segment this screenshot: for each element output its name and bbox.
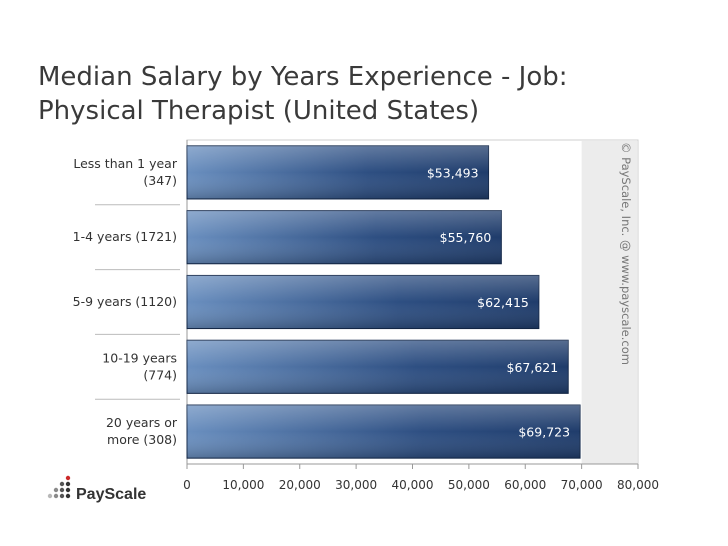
payscale-logo-text: PayScale bbox=[76, 486, 146, 503]
bar-shade bbox=[187, 405, 581, 459]
category-label: 1-4 years (1721) bbox=[73, 229, 177, 244]
bar-value-label: $55,760 bbox=[440, 230, 492, 245]
logo-dot bbox=[59, 481, 65, 487]
logo-dot bbox=[59, 493, 65, 499]
copyright-watermark: © PayScale, Inc. @ www.payscale.com bbox=[619, 142, 633, 365]
bar-shade bbox=[187, 210, 502, 264]
logo-dot bbox=[53, 487, 59, 493]
logo-dot bbox=[65, 481, 71, 487]
x-tick-label: 20,000 bbox=[279, 478, 321, 492]
logo-dot bbox=[59, 487, 65, 493]
payscale-logo-icon bbox=[47, 475, 71, 499]
logo-dot bbox=[53, 493, 59, 499]
chart-title-line-1: Median Salary by Years Experience - Job: bbox=[38, 62, 568, 92]
shaded-band bbox=[581, 141, 637, 464]
x-tick-label: 60,000 bbox=[504, 478, 546, 492]
x-tick-label: 0 bbox=[183, 478, 191, 492]
category-label: Less than 1 year bbox=[73, 156, 177, 171]
bar-value-label: $67,621 bbox=[507, 360, 559, 375]
x-tick-label: 40,000 bbox=[392, 478, 434, 492]
bar-shade bbox=[187, 340, 569, 394]
bar-shade bbox=[187, 275, 539, 329]
category-label: more (308) bbox=[107, 432, 177, 447]
chart-title-line-2: Physical Therapist (United States) bbox=[38, 96, 480, 126]
bar-value-label: $53,493 bbox=[427, 165, 479, 180]
bar-value-label: $62,415 bbox=[477, 295, 529, 310]
x-tick-label: 80,000 bbox=[617, 478, 659, 492]
category-label: (774) bbox=[143, 367, 177, 382]
category-label: 10-19 years bbox=[102, 350, 177, 365]
logo-dot bbox=[65, 487, 71, 493]
category-label: (347) bbox=[143, 173, 177, 188]
payscale-logo: PayScale bbox=[47, 475, 146, 503]
logo-dot bbox=[65, 493, 71, 499]
category-label: 20 years or bbox=[106, 415, 178, 430]
logo-dot bbox=[47, 493, 53, 499]
x-tick-label: 10,000 bbox=[222, 478, 264, 492]
bar-value-label: $69,723 bbox=[518, 425, 570, 440]
logo-dot bbox=[65, 475, 71, 481]
bar-shade bbox=[187, 145, 489, 199]
x-tick-label: 50,000 bbox=[448, 478, 490, 492]
category-label: 5-9 years (1120) bbox=[73, 294, 177, 309]
chart-title: Median Salary by Years Experience - Job:… bbox=[38, 60, 698, 128]
x-tick-label: 70,000 bbox=[561, 478, 603, 492]
x-tick-label: 30,000 bbox=[335, 478, 377, 492]
